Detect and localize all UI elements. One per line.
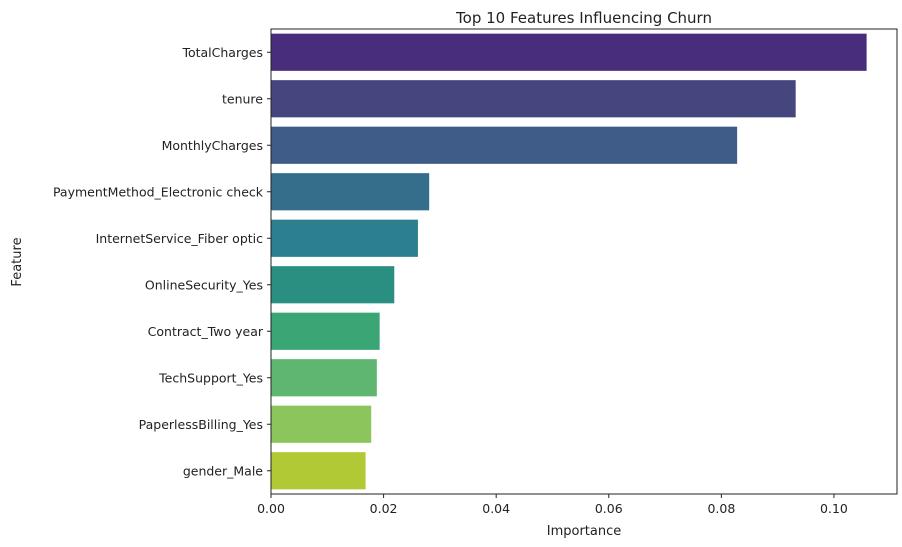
y-tick-label: Contract_Two year	[148, 324, 264, 339]
bar-5	[271, 266, 395, 304]
y-tick-label: PaperlessBilling_Yes	[139, 417, 263, 432]
x-tick-label: 0.02	[370, 501, 398, 516]
x-axis-label: Importance	[547, 524, 622, 539]
plot-frame	[270, 28, 898, 495]
y-tick-label: gender_Male	[183, 463, 263, 478]
bars-group	[271, 33, 867, 490]
bar-6	[271, 312, 380, 350]
x-axis-ticks: 0.00 0.02 0.04 0.06 0.08 0.10	[257, 494, 848, 516]
y-tick-label: TechSupport_Yes	[158, 370, 263, 385]
x-tick-label: 0.10	[820, 501, 848, 516]
y-tick-label: MonthlyCharges	[162, 138, 263, 153]
y-axis-label: Feature	[10, 237, 25, 286]
y-tick-label: TotalCharges	[181, 45, 263, 60]
y-tick-label: PaymentMethod_Electronic check	[53, 184, 264, 199]
y-tick-label: OnlineSecurity_Yes	[145, 277, 263, 292]
y-tick-label: InternetService_Fiber optic	[96, 231, 264, 246]
bar-0	[271, 33, 867, 71]
x-tick-label: 0.06	[595, 501, 623, 516]
bar-3	[271, 173, 430, 211]
bar-8	[271, 405, 372, 443]
x-tick-label: 0.00	[257, 501, 285, 516]
bar-2	[271, 126, 738, 164]
bar-4	[271, 219, 418, 257]
x-tick-label: 0.08	[707, 501, 735, 516]
bar-7	[271, 359, 377, 397]
bar-9	[271, 452, 366, 490]
chart-title: Top 10 Features Influencing Churn	[455, 9, 712, 27]
x-tick-label: 0.04	[482, 501, 510, 516]
bar-1	[271, 80, 796, 118]
y-axis-ticks: TotalCharges tenure MonthlyCharges PaymentM…	[53, 45, 271, 478]
y-tick-label: tenure	[222, 91, 263, 106]
